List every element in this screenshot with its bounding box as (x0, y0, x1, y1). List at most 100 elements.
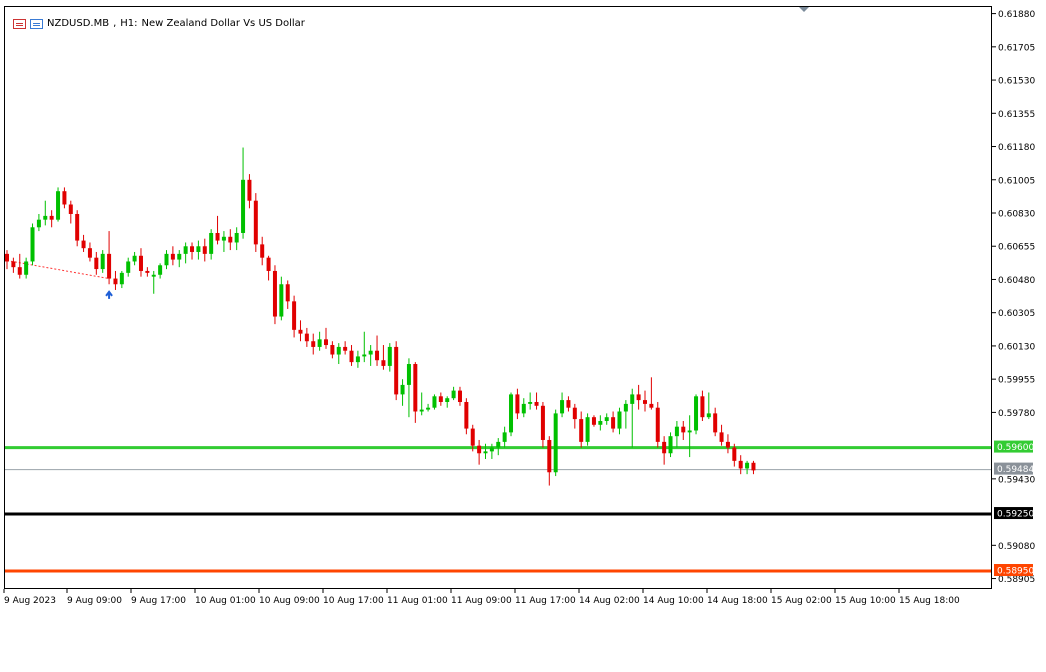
candle (496, 438, 501, 456)
candle-body (598, 420, 603, 425)
price-tick-label: 0.58905 (998, 575, 1035, 585)
candle-body (202, 246, 207, 254)
candle-body (585, 417, 590, 442)
candle (381, 345, 386, 370)
time-tick-label: 11 Aug 17:00 (515, 596, 576, 606)
candle (170, 246, 175, 266)
price-level-label: 0.59600 (997, 443, 1034, 453)
candle (36, 213, 41, 232)
time-tick-label: 10 Aug 09:00 (259, 596, 320, 606)
candle-body (62, 191, 67, 205)
candle (260, 236, 265, 266)
candle-body (655, 407, 660, 442)
candle-body (304, 333, 309, 342)
price-tick-label: 0.59955 (998, 376, 1035, 386)
candle (706, 392, 711, 420)
candle (24, 257, 29, 279)
candle-body (151, 274, 156, 277)
candle-body (209, 232, 214, 254)
candle (304, 327, 309, 347)
candle (62, 187, 67, 209)
candle (604, 413, 609, 425)
candle-body (643, 400, 647, 404)
time-axis[interactable]: 9 Aug 2023 9 Aug 09:00 9 Aug 17:00 10 Aug 0… (0, 589, 1046, 611)
candle (572, 403, 577, 429)
candle-body (336, 346, 341, 355)
candle-body (732, 447, 737, 461)
candle-body (311, 341, 316, 347)
candlestick-chart (5, 7, 991, 573)
candle (202, 238, 207, 262)
candle (623, 400, 628, 429)
candle (566, 396, 571, 412)
candle (94, 251, 99, 275)
candle (100, 250, 105, 273)
price-tick-label: 0.59430 (998, 475, 1035, 485)
candle-body (394, 346, 399, 395)
candle-body (164, 253, 169, 266)
candle (687, 415, 692, 458)
chart-separator: , (113, 18, 117, 29)
candle (355, 350, 360, 368)
candle-body (43, 215, 48, 220)
trend-line (6, 260, 110, 280)
candle (241, 147, 246, 239)
candle-body (343, 346, 348, 351)
candle (164, 250, 169, 270)
candle (272, 265, 277, 325)
candle (11, 257, 16, 273)
candle (87, 242, 92, 262)
candle-body (362, 354, 367, 357)
candle-body (662, 441, 667, 454)
price-tick-label: 0.61530 (998, 77, 1035, 87)
candle-body (540, 405, 545, 440)
candle (662, 436, 667, 465)
candle-body (94, 257, 99, 270)
candle-body (457, 390, 462, 402)
candle-body (560, 400, 565, 414)
candle-body (438, 396, 443, 402)
symbol-menu-icon[interactable] (13, 18, 26, 29)
candle-body (681, 426, 686, 433)
candle-body (368, 350, 373, 355)
candle-body (324, 339, 328, 346)
time-tick-label: 11 Aug 09:00 (451, 596, 512, 606)
candle-body (272, 270, 277, 317)
time-tick-label: 15 Aug 18:00 (899, 596, 960, 606)
symbol-info-icon[interactable] (30, 18, 43, 29)
candle (617, 407, 622, 435)
candle-body (745, 462, 750, 469)
chart-shift-icon (799, 7, 809, 12)
price-level-label-bg (994, 462, 1033, 475)
chart-plot-area[interactable]: NZDUSD.MB, H1: New Zealand Dollar Vs US … (4, 6, 992, 589)
candle (247, 174, 252, 209)
candle (547, 436, 552, 486)
candle-body (725, 441, 730, 448)
candle-body (292, 301, 297, 330)
candle (528, 392, 533, 410)
candle-body (451, 390, 456, 399)
candle-body (145, 270, 150, 273)
candle-body (738, 460, 743, 469)
candle (394, 341, 399, 401)
candle (668, 432, 673, 458)
price-axis[interactable]: 0.61880 0.61705 0.61530 0.61355 0.61180 0.610… (992, 0, 1046, 600)
candle (477, 439, 482, 465)
chart-symbol: NZDUSD.MB (47, 18, 110, 29)
candle-body (426, 407, 431, 410)
time-tick-label: 10 Aug 17:00 (323, 596, 384, 606)
candle-body (241, 179, 246, 233)
candle-body (260, 244, 265, 258)
candle-body (253, 200, 258, 245)
candle (49, 210, 54, 228)
candle-body (387, 346, 392, 366)
candle (253, 193, 258, 252)
candle (655, 401, 660, 448)
candle-body (623, 403, 628, 412)
candle-body (177, 253, 182, 260)
candle-body (419, 409, 424, 412)
candle-body (534, 401, 539, 406)
candle-body (515, 394, 520, 414)
candle-body (56, 191, 61, 220)
candle (151, 270, 156, 294)
